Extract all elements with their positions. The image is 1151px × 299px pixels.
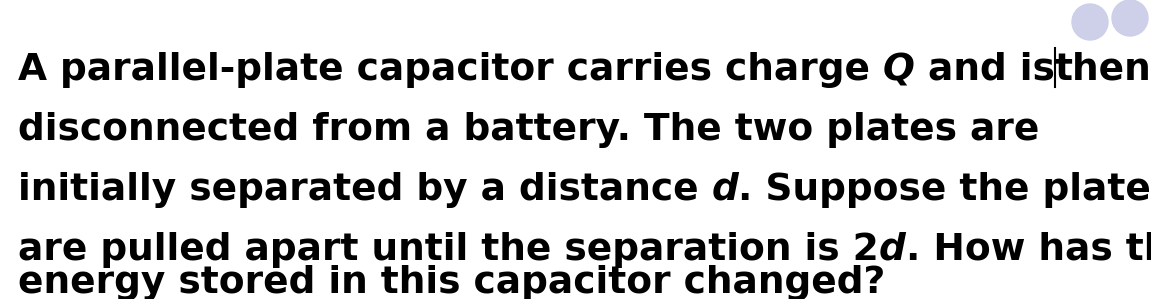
Text: A parallel-plate capacitor carries charge: A parallel-plate capacitor carries charg… [18,52,883,88]
Text: disconnected from a battery. The two plates are: disconnected from a battery. The two pla… [18,112,1039,148]
Text: then: then [1054,52,1151,88]
Text: . How has the: . How has the [906,232,1151,268]
Text: and is: and is [915,52,1054,88]
Text: Q: Q [883,52,915,88]
Text: d: d [711,172,739,208]
Circle shape [1072,4,1108,40]
Circle shape [1112,0,1148,36]
Text: initially separated by a distance: initially separated by a distance [18,172,711,208]
Text: . Suppose the plates: . Suppose the plates [739,172,1151,208]
Text: are pulled apart until the separation is 2: are pulled apart until the separation is… [18,232,878,268]
Text: energy stored in this capacitor changed?: energy stored in this capacitor changed? [18,265,885,299]
Text: d: d [878,232,906,268]
